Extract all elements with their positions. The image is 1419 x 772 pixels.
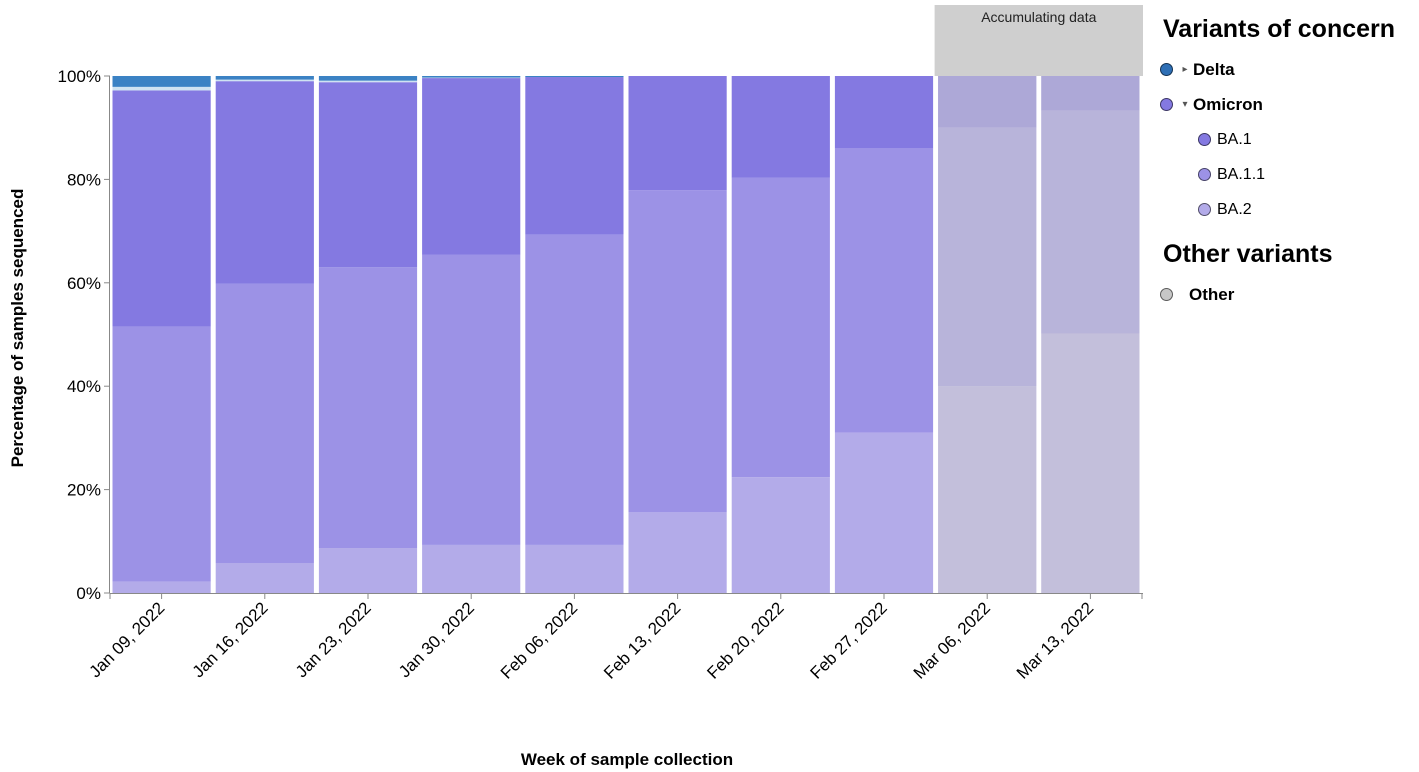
bar-ba-2-feb-13-2022[interactable] [628,512,727,593]
bar-ba-1-1-feb-06-2022[interactable] [525,234,624,545]
y-tick-label: 0% [76,584,101,603]
y-tick-label: 40% [67,377,101,396]
bar-ba-2-feb-06-2022[interactable] [525,544,624,593]
x-axis-title: Week of sample collection [521,750,733,769]
omicron-swatch-icon [1160,98,1173,111]
legend-item-ba2[interactable]: BA.2 [1160,192,1415,227]
legend-item-omicron[interactable]: ▾ Omicron [1160,87,1415,122]
legend-item-ba1[interactable]: BA.1 [1160,122,1415,157]
x-tick-label: Feb 27, 2022 [807,598,891,682]
bar-ba-1-1-jan-23-2022[interactable] [318,267,418,549]
legend-label-ba11: BA.1.1 [1217,165,1266,183]
legend-label-omicron: Omicron [1193,94,1263,114]
expand-caret-icon[interactable]: ▸ [1182,64,1188,75]
legend-label-other: Other [1189,284,1235,304]
bar-delta-feb-06-2022[interactable] [525,76,624,78]
bar-ba-2-jan-23-2022[interactable] [318,548,418,593]
bar-ba-1-1-feb-13-2022[interactable] [628,190,727,513]
legend-label-delta: Delta [1193,59,1235,79]
x-tick-label: Jan 30, 2022 [395,598,478,681]
bar-ba-2-jan-30-2022[interactable] [422,544,521,593]
x-tick-label: Jan 16, 2022 [189,598,272,681]
bar-ba-1-feb-06-2022[interactable] [525,77,624,235]
bar-ba-1-jan-09-2022[interactable] [112,90,211,327]
bar-ba-1-1-feb-27-2022[interactable] [834,148,934,433]
accumulating-overlay-mar-13-2022 [1041,76,1140,593]
y-tick-label: 80% [67,170,101,189]
bar-ba-2-feb-27-2022[interactable] [834,432,934,593]
legend-title-other-variants: Other variants [1163,240,1333,268]
legend-item-delta[interactable]: ▸ Delta [1160,52,1415,87]
accumulating-overlay-mar-06-2022 [938,76,1037,593]
bar-ba-1-1-jan-16-2022[interactable] [215,283,314,564]
bar-other-jan-09-2022[interactable] [112,86,211,91]
bar-ba-1-jan-30-2022[interactable] [422,78,521,255]
bar-ba-2-jan-09-2022[interactable] [112,581,211,593]
bar-ba-1-feb-20-2022[interactable] [731,76,830,178]
bar-ba-2-feb-20-2022[interactable] [731,477,830,593]
bar-other-jan-23-2022[interactable] [318,80,418,83]
collapse-caret-icon[interactable]: ▾ [1182,99,1188,110]
bar-delta-jan-30-2022[interactable] [422,76,521,78]
ba11-swatch-icon [1198,168,1211,181]
legend: Variants of concern ▸ Delta ▾ Omicron BA… [1160,14,1415,312]
x-tick-label: Mar 06, 2022 [910,598,994,682]
y-tick-label: 60% [67,274,101,293]
y-tick-label: 100% [58,67,101,86]
x-tick-label: Mar 13, 2022 [1013,598,1097,682]
ba2-swatch-icon [1198,203,1211,216]
bar-ba-1-1-feb-20-2022[interactable] [731,177,830,478]
bar-delta-jan-09-2022[interactable] [112,76,211,87]
x-tick-label: Feb 20, 2022 [703,598,787,682]
other-swatch-icon [1160,288,1173,301]
ba1-swatch-icon [1198,133,1211,146]
bar-ba-1-feb-27-2022[interactable] [834,76,934,149]
bar-ba-1-jan-23-2022[interactable] [318,82,418,268]
delta-swatch-icon [1160,63,1173,76]
x-tick-label: Jan 09, 2022 [85,598,168,681]
bar-other-jan-16-2022[interactable] [215,79,314,82]
legend-title-variants-of-concern: Variants of concern [1163,15,1396,43]
legend-label-ba1: BA.1 [1217,130,1252,148]
bar-ba-1-1-jan-09-2022[interactable] [112,326,211,582]
bar-delta-jan-23-2022[interactable] [318,76,418,81]
legend-item-ba11[interactable]: BA.1.1 [1160,157,1415,192]
x-tick-label: Feb 13, 2022 [600,598,684,682]
bar-ba-1-feb-13-2022[interactable] [628,76,727,191]
bar-ba-1-jan-16-2022[interactable] [215,81,314,284]
y-tick-label: 20% [67,481,101,500]
legend-label-ba2: BA.2 [1217,200,1252,218]
accumulating-data-label: Accumulating data [981,9,1096,25]
x-tick-label: Feb 06, 2022 [497,598,581,682]
x-tick-label: Jan 23, 2022 [292,598,375,681]
accumulating-data-band [934,5,1143,76]
legend-item-other[interactable]: Other [1160,277,1415,312]
bar-other-jan-30-2022[interactable] [422,77,521,79]
y-axis-title: Percentage of samples sequenced [8,189,27,468]
bar-ba-1-1-jan-30-2022[interactable] [422,254,521,545]
bar-ba-2-jan-16-2022[interactable] [215,563,314,593]
bar-delta-jan-16-2022[interactable] [215,76,314,80]
